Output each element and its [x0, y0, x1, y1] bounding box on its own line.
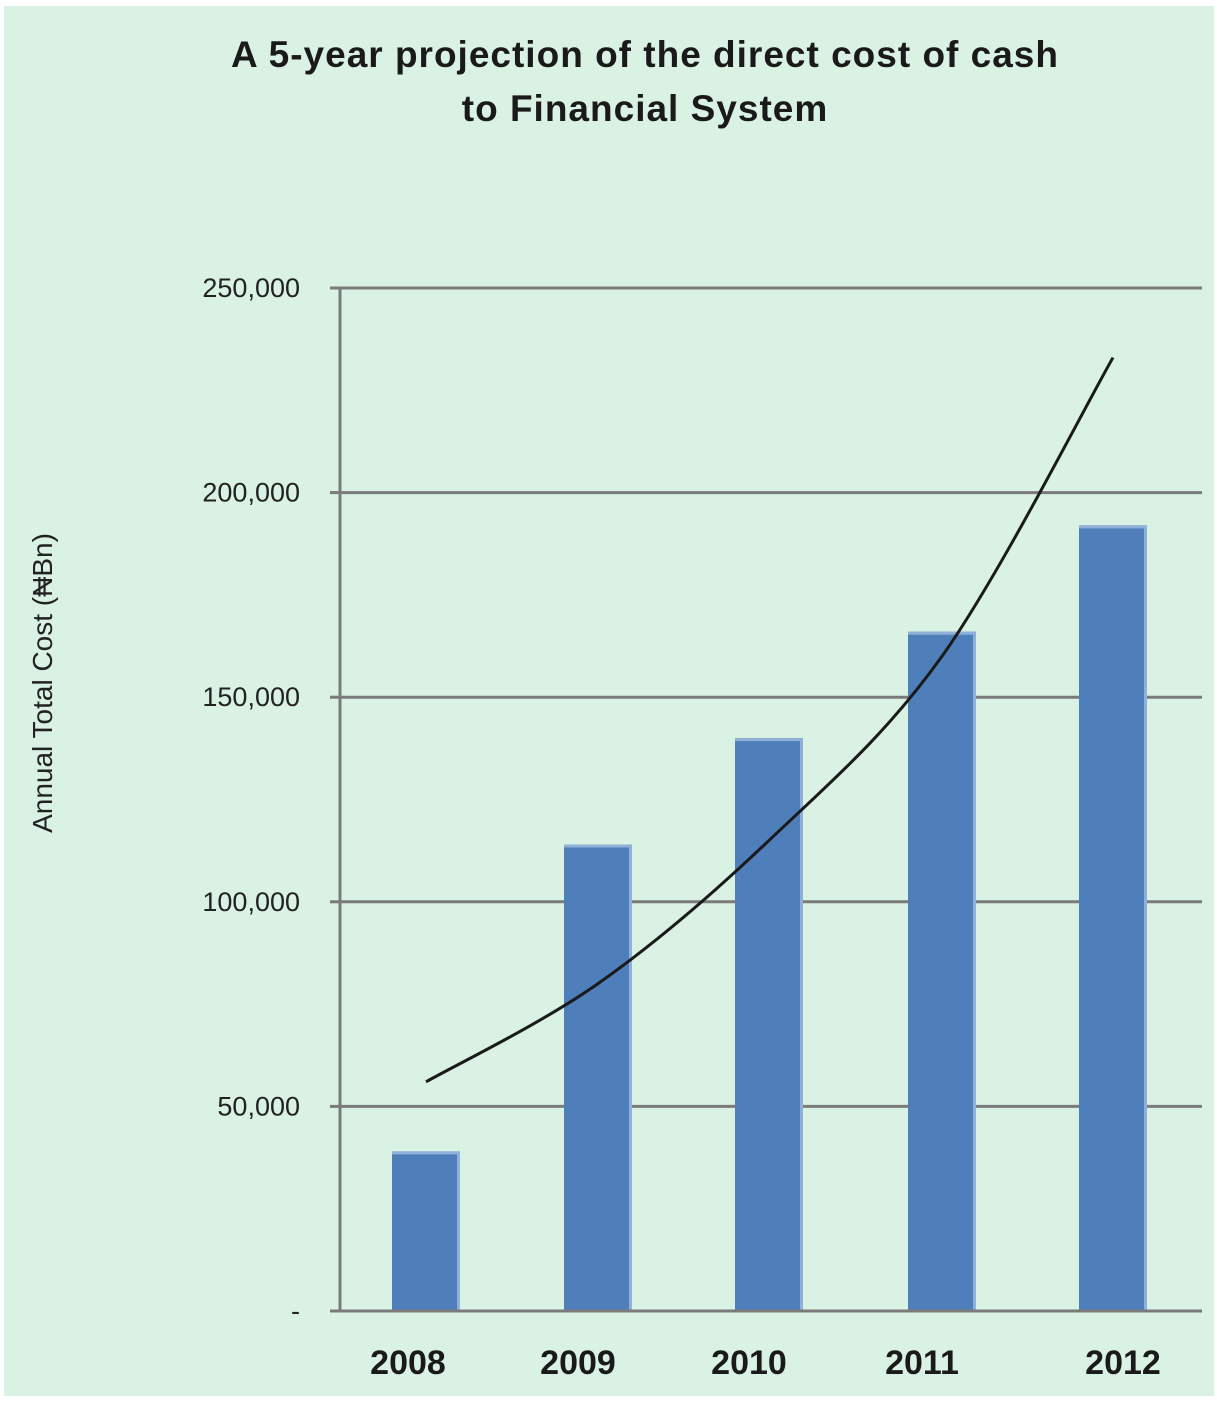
y-tick-label: 100,000 [202, 887, 300, 917]
bar-2008 [392, 1151, 460, 1311]
chart-title-line-1: A 5-year projection of the direct cost o… [231, 34, 1059, 75]
labels: Annual Total Cost (₦Bn) - 50,000 100,000 15… [27, 273, 1161, 1382]
trendline-layer [425, 356, 1115, 1084]
x-tick-label: 2010 [711, 1344, 787, 1382]
y-tick-label: 250,000 [202, 273, 300, 303]
bars [392, 525, 1147, 1311]
x-tick-label: 2012 [1085, 1344, 1161, 1382]
y-tick-label: 50,000 [217, 1091, 300, 1121]
y-tick-label: - [291, 1296, 300, 1326]
x-tick-label: 2008 [370, 1344, 446, 1382]
y-axis-title: Annual Total Cost (₦Bn) [27, 533, 58, 833]
trendline [425, 356, 1115, 1084]
gridlines [340, 286, 1202, 1108]
y-tick-label: 200,000 [202, 478, 300, 508]
bar-2012 [1079, 525, 1147, 1311]
x-tick-label: 2011 [885, 1344, 959, 1382]
bar-2011 [908, 631, 976, 1311]
bar-2009 [564, 844, 632, 1311]
chart-title-line-2: to Financial System [461, 88, 829, 129]
y-tick-label: 150,000 [202, 682, 300, 712]
axes [330, 286, 1202, 1313]
chart-title: A 5-year projection of the direct cost o… [0, 28, 1217, 136]
bar-2010 [735, 738, 803, 1311]
x-tick-label: 2009 [540, 1344, 616, 1382]
